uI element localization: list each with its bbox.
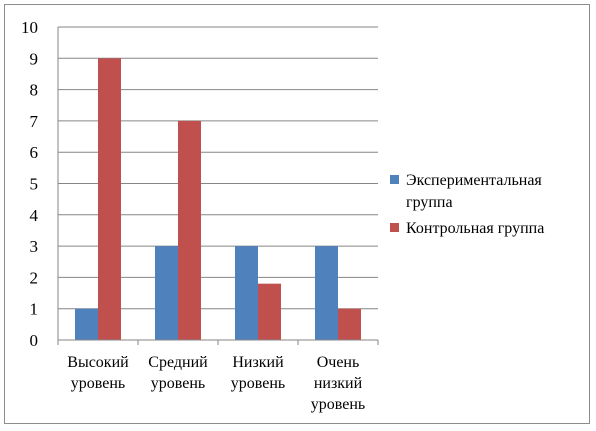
category-label-3-line-1: низкий (314, 375, 363, 392)
category-labels: Высокий уровень Средний уровень Низкий уровен… (67, 354, 365, 413)
y-tick-label-3: 3 (30, 237, 39, 256)
category-label-1-line-1: уровень (151, 375, 205, 392)
y-tick-label-0: 0 (30, 331, 39, 350)
category-label-0-line-0: Высокий (67, 354, 129, 371)
bars (75, 58, 361, 341)
y-tick-label-4: 4 (30, 206, 39, 225)
y-tick-label-9: 9 (30, 49, 39, 68)
bar-series1-cat3 (338, 308, 361, 340)
category-label-2-line-0: Низкий (232, 354, 284, 371)
y-tick-label-5: 5 (30, 175, 39, 194)
bar-series0-cat2 (235, 246, 258, 340)
y-tick-label-2: 2 (30, 268, 39, 287)
legend-label-0-line-1: группа (406, 194, 453, 211)
y-tick-label-6: 6 (30, 143, 39, 162)
category-label-1-line-0: Средний (148, 354, 208, 371)
y-tick-label-7: 7 (30, 112, 39, 131)
y-tick-labels: 0 1 2 3 4 5 6 7 8 9 10 (21, 18, 39, 350)
bar-series0-cat1 (155, 246, 178, 340)
bar-series0-cat3 (315, 246, 338, 340)
y-tick-label-10: 10 (21, 18, 38, 37)
legend-swatch-1 (390, 223, 399, 232)
bar-series1-cat1 (178, 120, 201, 341)
bar-series1-cat0 (98, 58, 121, 341)
bar-series0-cat0 (75, 308, 98, 340)
category-label-3-line-2: уровень (311, 396, 365, 413)
axes (57, 27, 379, 345)
bar-series1-cat2 (258, 283, 281, 340)
y-tick-label-8: 8 (30, 81, 39, 100)
category-label-3-line-0: Очень (317, 354, 360, 371)
y-tick-label-1: 1 (30, 300, 39, 319)
category-label-0-line-1: уровень (71, 375, 125, 392)
legend-swatch-0 (390, 175, 399, 184)
legend: Экспериментальная группа Контрольная групп… (390, 172, 544, 237)
category-label-2-line-1: уровень (231, 375, 285, 392)
legend-label-1-line-0: Контрольная группа (406, 220, 544, 237)
legend-label-0-line-0: Экспериментальная (406, 172, 542, 189)
